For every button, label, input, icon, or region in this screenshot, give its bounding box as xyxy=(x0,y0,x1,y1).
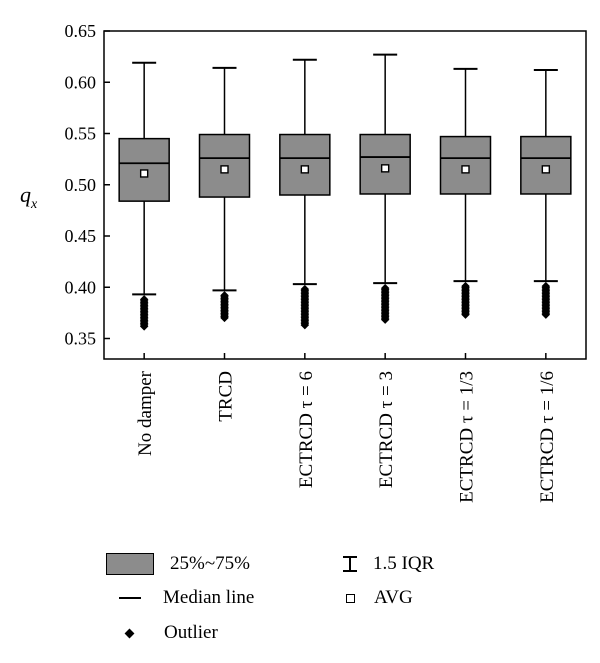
legend-box-label: 25%~75% xyxy=(170,553,250,574)
legend-box-swatch xyxy=(106,553,154,575)
outlier-diamond-icon xyxy=(124,628,135,638)
y-tick-label: 0.55 xyxy=(65,124,97,144)
legend-median-line xyxy=(119,597,141,599)
x-category-label: ECTRCD τ = 6 xyxy=(296,371,317,488)
legend-item-avg: AVG xyxy=(343,587,413,609)
legend-outlier-label: Outlier xyxy=(164,622,218,643)
avg-marker xyxy=(300,165,310,174)
y-tick-label: 0.50 xyxy=(65,175,97,195)
y-tick-label: 0.40 xyxy=(65,277,97,297)
avg-square-icon xyxy=(346,593,355,603)
outlier-point xyxy=(300,320,310,330)
plot-frame xyxy=(103,30,587,360)
y-tick-label: 0.65 xyxy=(65,21,97,41)
y-axis-label: qx xyxy=(20,182,38,212)
y-tick-label: 0.60 xyxy=(65,72,97,92)
avg-marker xyxy=(380,164,390,173)
outlier-point xyxy=(220,313,229,323)
iqr-bar-icon xyxy=(343,556,357,572)
avg-marker xyxy=(220,165,229,174)
outlier-point xyxy=(139,322,149,331)
y-tick-label: 0.35 xyxy=(65,329,97,349)
legend-item-median: Median line xyxy=(106,587,254,609)
x-category-label: ECTRCD τ = 1/6 xyxy=(537,371,558,503)
legend-iqr-label: 1.5 IQR xyxy=(373,553,435,574)
legend-item-outlier: Outlier xyxy=(106,622,218,644)
x-category-label: TRCD xyxy=(216,371,237,422)
legend-item-box: 25%~75% xyxy=(106,553,250,575)
y-tick-label: 0.45 xyxy=(65,226,97,246)
x-category-label: No damper xyxy=(135,370,156,456)
legend-median-label: Median line xyxy=(163,587,255,608)
avg-marker xyxy=(139,169,149,178)
outlier-point xyxy=(541,310,551,319)
box-plot: 0.35 0.40 0.45 0.50 0.55 0.60 0.65 No damper TRC… xyxy=(20,21,587,503)
iqr-box xyxy=(279,133,331,196)
avg-marker xyxy=(461,165,470,174)
legend-avg-label: AVG xyxy=(374,587,413,608)
outlier-point xyxy=(461,310,470,319)
outlier-point xyxy=(380,315,390,324)
avg-marker xyxy=(541,165,551,174)
x-category-label: ECTRCD τ = 1/3 xyxy=(457,371,478,503)
x-category-label: ECTRCD τ = 3 xyxy=(376,371,397,488)
legend-item-iqr: 1.5 IQR xyxy=(343,553,434,575)
